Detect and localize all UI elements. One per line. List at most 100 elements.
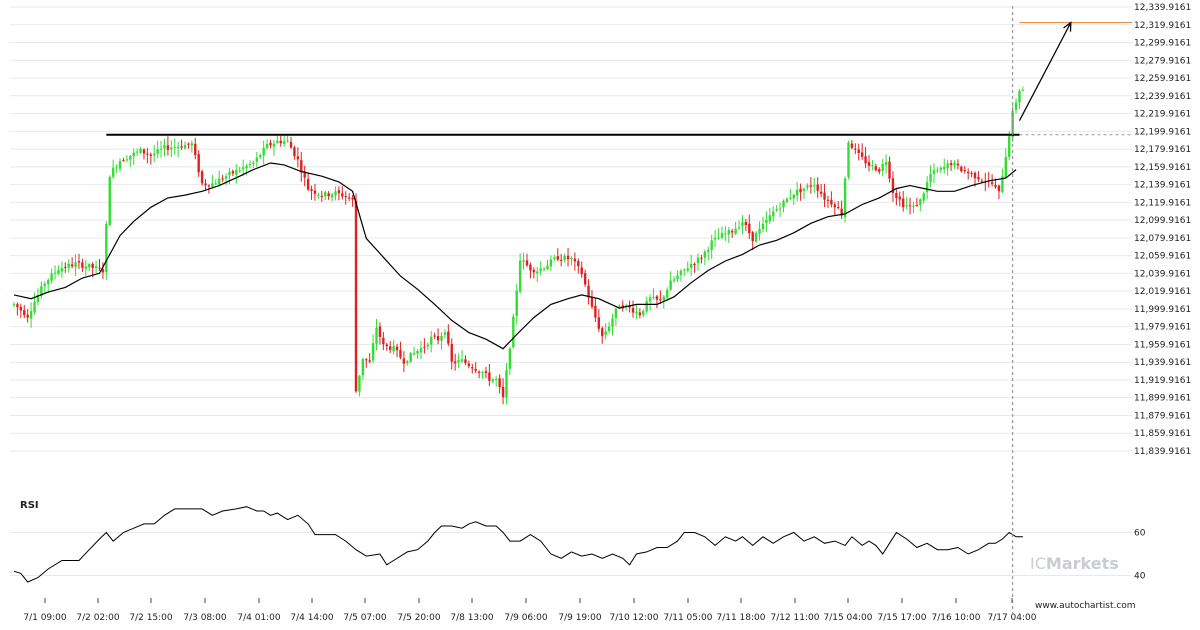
candle-down (279, 140, 282, 144)
price-tick-label: 12,259.9161 (1134, 74, 1191, 84)
candle-up (40, 286, 43, 296)
candle-up (218, 178, 221, 185)
candle-up (139, 148, 142, 153)
candle-up (792, 194, 795, 199)
candle-up (88, 264, 91, 268)
candle-up (936, 170, 939, 172)
candle-down (748, 223, 751, 234)
candle-up (925, 182, 929, 193)
candle-down (101, 269, 105, 273)
time-tick-label: 7/4 14:00 (290, 613, 334, 623)
candle-up (111, 167, 115, 177)
candle-down (573, 258, 577, 262)
candle-up (642, 310, 645, 315)
candle-down (580, 267, 583, 275)
website-link: www.autochartist.com (1035, 601, 1136, 611)
candle-up (153, 153, 156, 156)
candle-down (488, 372, 491, 381)
candle-up (789, 197, 792, 199)
time-tick-label: 7/2 15:00 (129, 613, 173, 623)
rsi-tick-label: 40 (1134, 572, 1146, 582)
candle-down (207, 185, 211, 187)
candle-down (197, 154, 200, 173)
price-tick-label: 11,899.9161 (1134, 394, 1191, 404)
candle-up (457, 360, 460, 363)
candle-up (50, 273, 53, 281)
candle-up (652, 296, 655, 298)
candle-up (282, 141, 286, 145)
candle-up (440, 335, 443, 341)
candle-down (956, 163, 960, 166)
candle-down (583, 273, 587, 285)
candle-down (64, 266, 67, 268)
candle-down (857, 149, 860, 154)
candle-up (843, 178, 847, 218)
candle-down (231, 171, 235, 174)
price-axis: 12,339.9161 12,319.9161 12,299.9161 12,279.… (1134, 3, 1191, 457)
candle-up (754, 232, 758, 242)
candle-down (628, 306, 631, 308)
time-tick-label: 7/3 08:00 (183, 613, 227, 623)
candle-up (12, 304, 16, 306)
price-tick-label: 12,019.9161 (1134, 287, 1191, 297)
candle-up (491, 379, 494, 382)
candle-up (214, 183, 217, 185)
candle-down (450, 343, 453, 362)
candle-down (888, 161, 891, 179)
candle-up (173, 146, 176, 148)
candle-up (245, 165, 248, 168)
candle-up (115, 167, 118, 169)
price-tick-label: 12,279.9161 (1134, 56, 1191, 66)
candle-up (1008, 136, 1011, 157)
candle-up (324, 192, 327, 197)
candle-down (816, 184, 819, 191)
candle-up (758, 228, 761, 234)
candle-up (549, 259, 553, 267)
rsi-axis: 60 40 (1134, 529, 1146, 582)
candle-up (505, 370, 508, 398)
candle-down (498, 378, 501, 388)
candle-up (686, 268, 689, 271)
logo-prefix: IC (1030, 554, 1046, 573)
candle-up (666, 289, 669, 298)
candle-down (837, 206, 840, 209)
candle-down (354, 200, 358, 392)
time-tick-label: 7/5 20:00 (397, 613, 441, 623)
candle-up (460, 359, 464, 362)
time-tick-label: 7/5 07:00 (343, 613, 387, 623)
candle-up (156, 149, 159, 154)
candle-down (659, 299, 662, 301)
candle-up (871, 164, 874, 166)
candle-down (915, 204, 919, 206)
time-tick-label: 7/11 05:00 (663, 613, 712, 623)
candle-down (98, 267, 101, 269)
candle-up (1021, 89, 1025, 91)
rsi-panel: RSI 60 40 (10, 500, 1146, 583)
candle-down (700, 257, 703, 259)
svg-text:ICMarkets: ICMarkets (1030, 554, 1119, 573)
price-tick-label: 12,239.9161 (1134, 92, 1191, 102)
candle-up (43, 283, 46, 287)
price-tick-label: 12,219.9161 (1134, 110, 1191, 120)
price-tick-label: 12,059.9161 (1134, 252, 1191, 262)
icmarkets-logo: ICMarkets (1030, 554, 1119, 573)
candle-down (433, 335, 436, 337)
candle-up (259, 155, 262, 158)
rsi-tick-label: 60 (1134, 529, 1146, 539)
candle-up (761, 224, 765, 230)
candle-up (689, 263, 693, 268)
candle-up (512, 316, 515, 348)
candle-up (720, 233, 724, 238)
candle-up (806, 185, 809, 188)
candle-up (125, 159, 129, 161)
candle-up (669, 280, 672, 290)
candle-up (118, 161, 122, 169)
candle-up (416, 350, 419, 354)
candle-down (423, 346, 426, 348)
candle-down (70, 264, 74, 267)
candle-down (149, 154, 152, 156)
candle-down (303, 171, 306, 178)
price-tick-label: 12,099.9161 (1134, 216, 1191, 226)
candle-up (60, 268, 64, 272)
